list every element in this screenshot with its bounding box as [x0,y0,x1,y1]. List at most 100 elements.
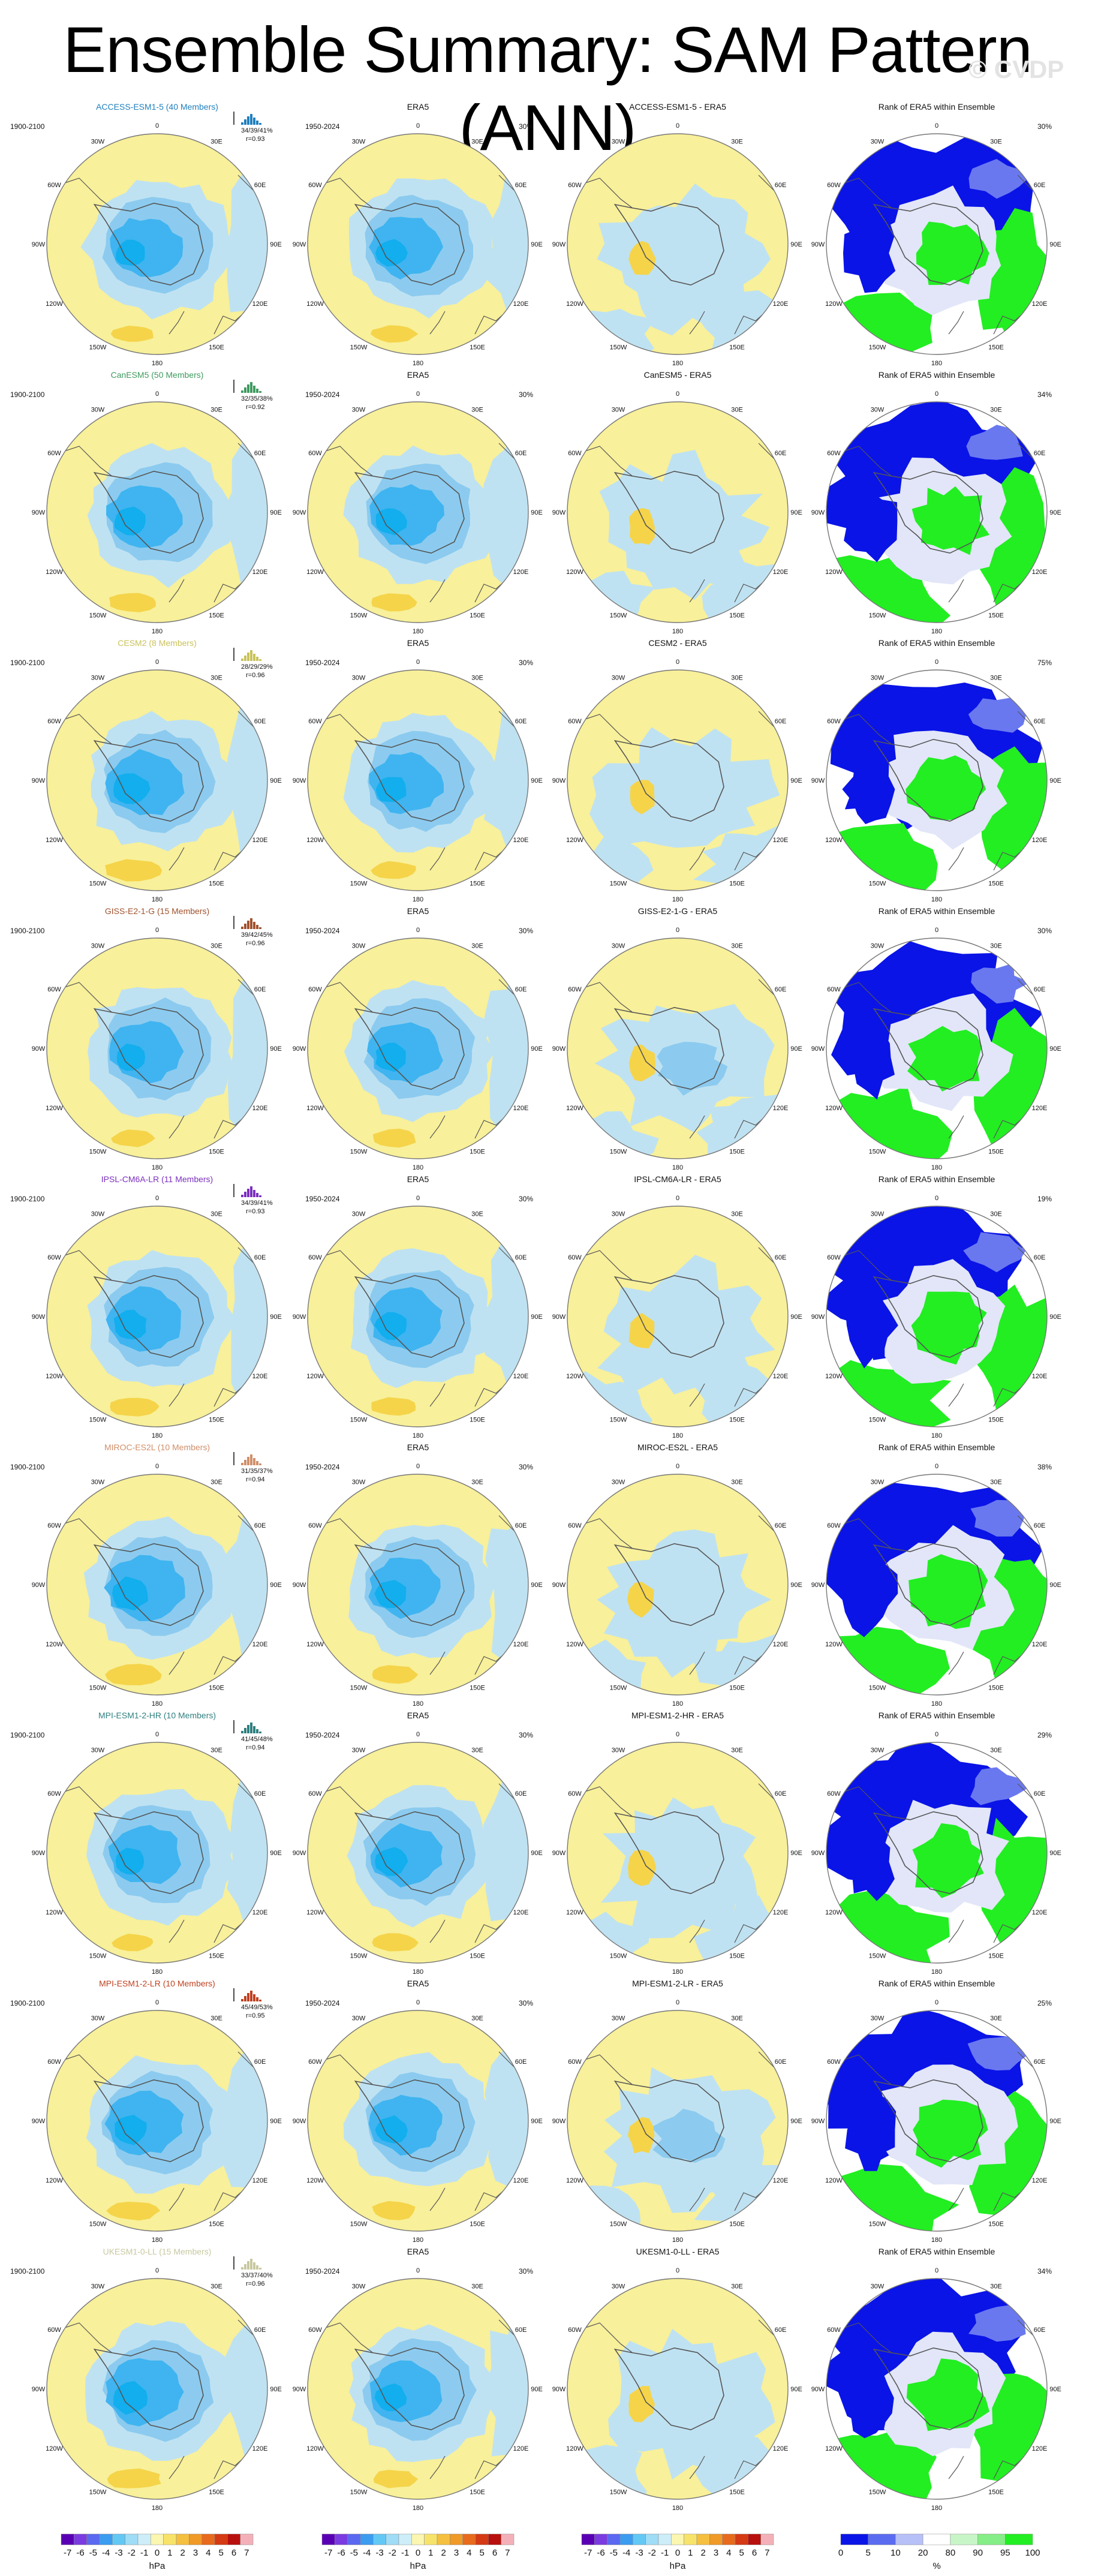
rank-percentage: 34% [1037,2267,1052,2276]
longitude-label: 30E [471,1747,483,1754]
field-contours [567,938,788,1159]
field-contours [567,134,788,354]
longitude-label: 150W [610,880,627,888]
rank-low-region [970,1499,1024,1537]
variance-histogram-bar [250,114,252,125]
rank-percentage: 30% [1037,927,1052,935]
longitude-label: 150W [610,1417,627,1424]
map-boundary [826,937,1048,1159]
longitude-label: 120W [825,1105,843,1112]
colorbar-tick-label: -4 [363,2548,371,2558]
variance-histogram-bar [250,382,252,393]
longitude-label: 180 [931,896,942,903]
longitude-label: 90E [1049,2386,1061,2393]
model-title: MPI-ESM1-2-LR (10 Members) [99,1979,215,1988]
colorbar-tick-label: -6 [337,2548,345,2558]
longitude-label: 120W [46,837,63,844]
longitude-label: 120W [825,1373,843,1380]
longitude-label: 90W [32,1850,46,1857]
rank-title: Rank of ERA5 within Ensemble [879,1442,995,1452]
variance-histogram-bar [247,1189,249,1197]
variance-histogram-bar [241,122,243,125]
new-zealand-coastline [948,1383,964,1407]
longitude-label: 120W [306,1105,324,1112]
longitude-label: 0 [416,927,420,934]
new-zealand-coastline [429,2455,446,2479]
longitude-label: 0 [935,122,938,130]
variance-histogram-bar [244,1996,246,2001]
period-label: 1900-2100 [10,1463,45,1471]
new-zealand-coastline [689,1383,705,1407]
difference-panel: MPI-ESM1-2-HR - ERA5 0 30E 60E 90E 120E 150E 18… [552,1711,802,1976]
longitude-label: 60E [515,1790,527,1798]
difference-title: MIROC-ES2L - ERA5 [637,1442,718,1452]
negative-anomaly [480,1234,528,1421]
longitude-label: 120W [566,837,583,844]
antarctica-coastline [873,1006,983,1090]
colorbar-swatch [840,2533,868,2545]
longitude-label: 150E [729,880,745,888]
negative-anomaly [225,702,267,877]
longitude-label: 150W [89,344,107,351]
difference-title: GISS-E2-1-G - ERA5 [638,906,717,916]
colorbar-tick-label: 5 [219,2548,224,2558]
longitude-label: 120E [773,837,789,844]
pattern-correlation: r=0.96 [246,940,265,947]
colorbar-tick-label: 4 [206,2548,210,2558]
longitude-label: 150W [89,880,107,888]
longitude-label: 30W [91,2283,105,2291]
colorbar-tick-label: 95 [1000,2548,1010,2558]
colorbar-tick-label: 3 [193,2548,198,2558]
negative-anomaly [567,2445,647,2499]
difference-panel: UKESM1-0-LL - ERA5 0 30E 60E 90E 120E 150E 180 1… [552,2247,802,2512]
obs-pattern-panel: ERA5 1950-2024 30% 0 30E 60E 90E 120E 150E 180 150… [293,1174,543,1439]
longitude-label: 120W [566,1641,583,1648]
rank-panel: Rank of ERA5 within Ensemble 19% 0 30E 60E 90… [811,1174,1061,1439]
longitude-label: 60E [515,2058,527,2066]
longitude-label: 120E [252,569,268,576]
rank-low-region [845,1285,898,1369]
variance-histogram-bar [241,1999,243,2001]
longitude-label: 0 [155,1463,159,1470]
longitude-label: 90W [552,2386,566,2393]
longitude-label: 30E [210,407,222,414]
colorbar-tick-label: 10 [891,2548,901,2558]
obs-title: ERA5 [407,906,429,916]
longitude-label: 0 [155,659,159,666]
longitude-label: 30E [731,675,743,682]
rank-title: Rank of ERA5 within Ensemble [879,2247,995,2256]
colorbar-swatch [671,2533,684,2545]
rank-high-region [906,755,986,820]
longitude-label: 150W [869,1953,886,1960]
field-contours [308,2010,528,2231]
positive-anomaly [372,1128,416,1148]
longitude-label: 60W [308,986,322,993]
longitude-label: 30E [990,943,1002,950]
difference-title: ACCESS-ESM1-5 - ERA5 [629,102,726,112]
variance-histogram-bar [247,921,249,929]
longitude-label: 180 [672,2237,683,2244]
longitude-label: 180 [152,1164,163,1171]
colorbar-swatch [760,2533,774,2545]
longitude-label: 180 [413,1968,423,1976]
longitude-label: 60E [775,1254,787,1261]
field-contours [47,134,267,354]
colorbar-swatch [411,2533,425,2545]
positive-anomaly [111,1129,155,1147]
colorbar-tick-label: 4 [726,2548,731,2558]
longitude-label: 60E [254,986,266,993]
map-boundary [567,2278,789,2500]
negative-anomaly [567,2185,641,2231]
longitude-label: 30E [210,943,222,950]
longitude-label: 60W [827,1254,841,1261]
variance-histogram-bar [256,2265,258,2270]
antarctica-coastline [354,2347,465,2431]
map-boundary [46,401,268,623]
antarctica-coastline [613,1543,724,1627]
variance-histogram-bar [259,659,261,661]
colorbar-swatch [475,2533,489,2545]
longitude-label: 120W [46,300,63,308]
new-zealand-coastline [948,2187,964,2211]
longitude-label: 60E [775,1790,787,1798]
cvdp-watermark: © CVDP [968,55,1064,83]
